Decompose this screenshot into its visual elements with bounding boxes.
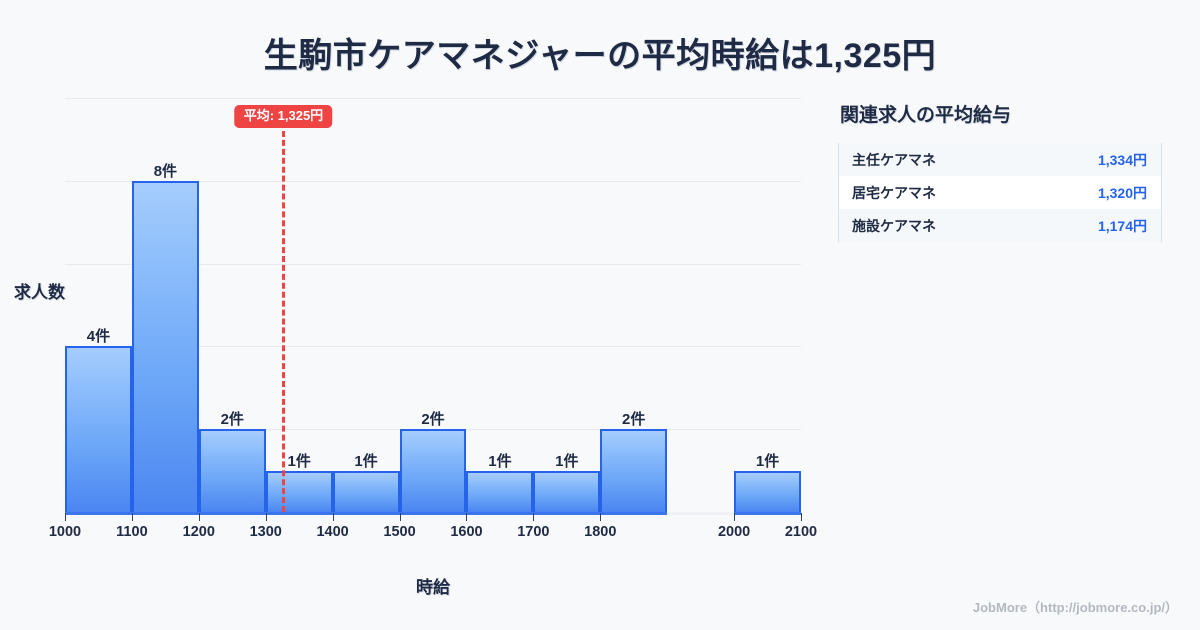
table-row: 施設ケアマネ 1,174円 [839, 209, 1161, 242]
x-axis-tick-label: 1500 [383, 524, 416, 540]
histogram-bar [131, 180, 199, 512]
x-axis-tick [265, 513, 267, 521]
x-axis-tick-label: 2100 [784, 524, 818, 540]
histogram-bar [198, 429, 266, 512]
bar-value-label: 1件 [354, 452, 378, 470]
histogram-bar [734, 470, 801, 512]
x-axis-tick-label: 1200 [182, 524, 215, 540]
table-row-label: 施設ケアマネ [852, 217, 936, 234]
gridline [65, 346, 801, 348]
average-badge: 平均: 1,325円 [234, 105, 333, 129]
x-axis-line [734, 512, 801, 515]
gridline [65, 98, 801, 99]
x-axis-tick [399, 513, 401, 521]
bar-value-label: 1件 [287, 452, 311, 470]
histogram-bar [65, 346, 132, 512]
histogram-chart: 求人数 時給 1000 1100 1200 1300 1400 1500 1600 1700 1… [14, 98, 818, 597]
gridline [65, 180, 801, 182]
histogram-bar [399, 429, 467, 512]
bar-value-label: 2件 [220, 411, 244, 429]
bar-value-label: 1件 [488, 452, 512, 470]
table-row-value: 1,174円 [1097, 217, 1147, 234]
related-salary-table: 主任ケアマネ 1,334円居宅ケアマネ 1,320円施設ケアマネ 1,174円 [838, 143, 1162, 242]
x-axis-line [65, 512, 668, 515]
table-row: 主任ケアマネ 1,334円 [839, 143, 1161, 176]
table-row-label: 主任ケアマネ [852, 151, 936, 168]
page-title: 生駒市ケアマネジャーの平均時給は1,325円 [263, 37, 937, 75]
source-watermark: JobMore（http://jobmore.co.jp/） [972, 600, 1178, 615]
gridline [65, 263, 801, 265]
x-axis-tick [65, 513, 66, 521]
histogram-bar [466, 470, 534, 512]
related-salary-panel: 関連求人の平均給与 主任ケアマネ 1,334円居宅ケアマネ 1,320円施設ケアマネ… [838, 100, 1162, 242]
x-axis-tick-label: 1400 [316, 524, 349, 540]
x-axis-tick [466, 513, 468, 521]
x-axis-tick [533, 513, 535, 521]
bar-value-label: 2件 [622, 411, 646, 429]
related-salary-heading: 関連求人の平均給与 [840, 105, 1012, 126]
x-axis-tick [600, 513, 602, 521]
table-row-label: 居宅ケアマネ [852, 184, 936, 201]
x-axis-tick [198, 513, 200, 521]
histogram-bar [533, 470, 601, 512]
table-row-value: 1,334円 [1097, 151, 1147, 168]
y-axis-title: 求人数 [14, 283, 65, 302]
x-axis-tick-label: 1000 [48, 524, 82, 540]
average-line [282, 131, 286, 512]
x-axis-gap [667, 512, 735, 515]
x-axis-tick [734, 513, 736, 521]
bar-value-label: 1件 [555, 452, 579, 470]
bar-value-label: 2件 [421, 411, 445, 429]
bar-value-label: 8件 [153, 162, 178, 180]
table-row: 居宅ケアマネ 1,320円 [839, 176, 1161, 209]
x-axis-tick-label: 1100 [116, 524, 148, 540]
x-axis-tick [332, 513, 334, 521]
table-row-value: 1,320円 [1097, 184, 1147, 201]
histogram-bar [332, 470, 400, 512]
x-axis-title: 時給 [416, 578, 450, 597]
x-axis-tick-label: 2000 [717, 524, 751, 540]
x-axis-tick-label: 1600 [450, 524, 483, 540]
x-axis-tick [131, 513, 133, 521]
histogram-bar [600, 429, 668, 512]
bar-value-label: 4件 [86, 328, 111, 346]
x-axis-tick-label: 1700 [517, 524, 550, 540]
x-axis-tick-label: 1800 [584, 524, 617, 540]
histogram-bar [265, 470, 333, 512]
bar-value-label: 1件 [755, 452, 780, 470]
x-axis-tick [801, 513, 802, 521]
x-axis-tick-label: 1300 [249, 524, 282, 540]
